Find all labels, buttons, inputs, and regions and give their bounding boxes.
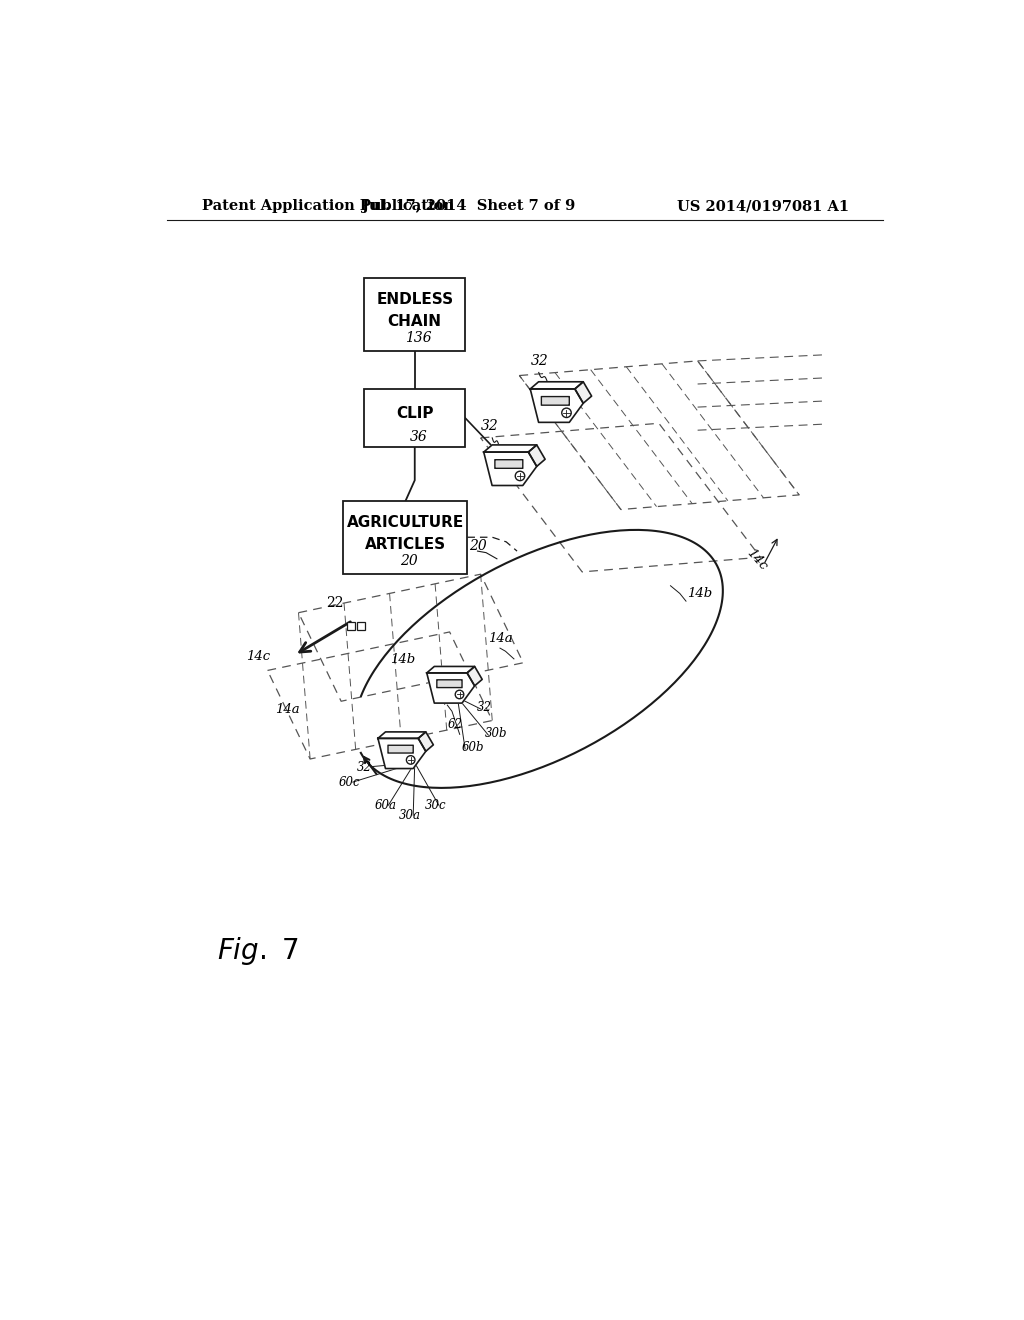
Text: 14b: 14b xyxy=(390,653,415,665)
FancyBboxPatch shape xyxy=(542,396,569,405)
FancyBboxPatch shape xyxy=(437,680,462,688)
Bar xyxy=(357,622,366,630)
Bar xyxy=(343,502,467,574)
Polygon shape xyxy=(467,667,482,686)
Text: CLIP: CLIP xyxy=(396,407,433,421)
Text: ARTICLES: ARTICLES xyxy=(365,537,446,553)
Text: 36: 36 xyxy=(410,430,427,444)
Text: 136: 136 xyxy=(406,331,432,345)
Text: 30c: 30c xyxy=(425,799,446,812)
Text: 14c: 14c xyxy=(247,651,270,664)
Text: 14a: 14a xyxy=(488,632,513,645)
Text: 60a: 60a xyxy=(375,799,396,812)
Polygon shape xyxy=(530,381,584,389)
Text: Jul. 17, 2014  Sheet 7 of 9: Jul. 17, 2014 Sheet 7 of 9 xyxy=(362,199,575,213)
Text: CHAIN: CHAIN xyxy=(388,314,441,329)
FancyBboxPatch shape xyxy=(495,459,523,469)
Text: 32: 32 xyxy=(356,760,372,774)
Text: 32: 32 xyxy=(477,701,492,714)
Text: 60c: 60c xyxy=(339,776,360,789)
Text: 32: 32 xyxy=(531,354,549,368)
Polygon shape xyxy=(427,673,474,704)
Text: 32: 32 xyxy=(480,420,499,433)
Polygon shape xyxy=(530,389,584,422)
Polygon shape xyxy=(427,667,474,673)
Text: 14b: 14b xyxy=(687,587,713,601)
Text: $\mathit{Fig.\ 7}$: $\mathit{Fig.\ 7}$ xyxy=(217,935,299,968)
Bar xyxy=(347,622,355,630)
Text: 22: 22 xyxy=(326,597,343,610)
Polygon shape xyxy=(378,738,426,768)
Text: Patent Application Publication: Patent Application Publication xyxy=(202,199,454,213)
Text: AGRICULTURE: AGRICULTURE xyxy=(347,516,464,531)
Text: 14c: 14c xyxy=(744,546,770,573)
Polygon shape xyxy=(528,445,545,466)
Bar xyxy=(365,277,465,351)
Polygon shape xyxy=(483,445,537,451)
Text: 62: 62 xyxy=(447,718,462,731)
FancyBboxPatch shape xyxy=(388,746,414,752)
Polygon shape xyxy=(378,731,426,738)
Text: ENDLESS: ENDLESS xyxy=(376,292,454,308)
Text: 20: 20 xyxy=(400,554,418,568)
Polygon shape xyxy=(574,381,592,404)
Text: 30b: 30b xyxy=(484,727,507,741)
Text: 14a: 14a xyxy=(275,702,300,715)
Bar xyxy=(365,389,465,447)
Polygon shape xyxy=(483,451,537,486)
Text: 20: 20 xyxy=(469,539,486,553)
Text: 60b: 60b xyxy=(461,742,483,754)
Text: 30a: 30a xyxy=(399,809,421,822)
Text: US 2014/0197081 A1: US 2014/0197081 A1 xyxy=(677,199,849,213)
Polygon shape xyxy=(418,731,433,751)
